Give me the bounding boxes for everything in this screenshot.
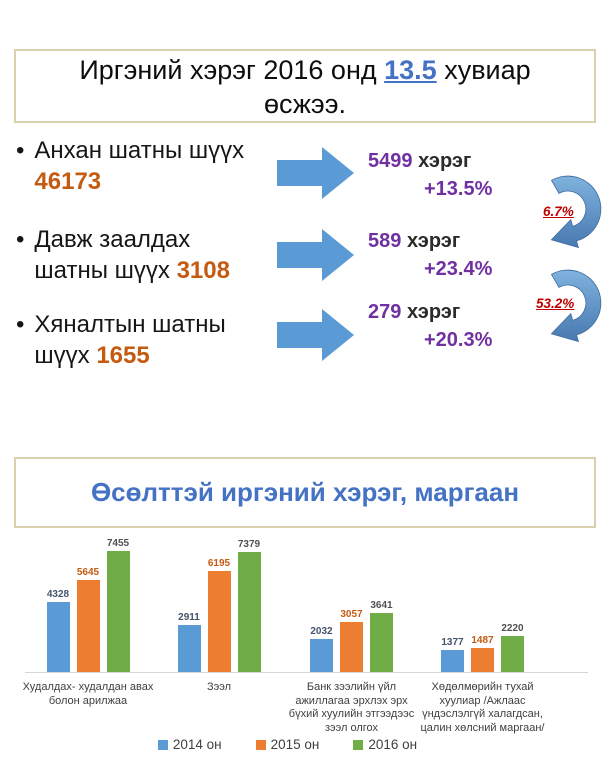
- bar-group: 1377 1487 2220: [417, 623, 548, 672]
- bar: [76, 580, 100, 672]
- bar: [340, 622, 363, 672]
- legend-swatch-icon: [157, 739, 168, 750]
- bar: [441, 650, 464, 672]
- curved-down-arrow-icon: [530, 165, 606, 257]
- legend-item: 2014 он: [157, 737, 222, 752]
- bar: [207, 571, 231, 672]
- bar-2014 он: 4328: [46, 589, 70, 672]
- bullet-item-supervisory: • Хяналтын шатны шүүх 1655: [16, 309, 284, 371]
- bar-value-label: 6195: [207, 558, 231, 569]
- court-level-label: Давж заалдах: [34, 226, 191, 253]
- bar-2016 он: 7455: [106, 538, 130, 672]
- stat-unit: хэрэг: [418, 150, 472, 172]
- bar-value-label: 2220: [501, 623, 524, 634]
- bar: [46, 602, 70, 672]
- stat-block-supervisory: 279 хэрэг +20.3%: [368, 299, 528, 353]
- court-level-label-2: шүүх: [34, 342, 97, 369]
- bar-value-label: 3641: [370, 600, 393, 611]
- stat-block-first-instance: 5499 хэрэг +13.5%: [368, 148, 528, 202]
- legend-item: 2015 он: [255, 737, 320, 752]
- bar-2014 он: 2911: [177, 612, 201, 672]
- main-title-suffix: хувиар өсжээ.: [264, 55, 531, 119]
- category-label: Хөдөлмөрийн тухай хуулиар /Ажлаас үндэсл…: [420, 681, 545, 734]
- bar: [310, 639, 333, 672]
- bar: [471, 648, 494, 672]
- transfer-rate-label: 53.2%: [536, 296, 575, 311]
- bar-2014 он: 1377: [441, 637, 464, 672]
- legend-label: 2015 он: [270, 737, 320, 752]
- bar-value-label: 5645: [76, 567, 100, 578]
- growth-percent-link[interactable]: 13.5: [384, 55, 437, 85]
- chart-legend: 2014 он 2015 он 2016 он: [0, 737, 593, 752]
- bar-2015 он: 5645: [76, 567, 100, 672]
- chart-title-box: Өсөлттэй иргэний хэрэг, маргаан: [14, 457, 596, 528]
- court-level-label: Анхан шатны шүүх: [34, 137, 245, 164]
- stat-block-appellate: 589 хэрэг +23.4%: [368, 228, 528, 282]
- category-label: Худалдах- худалдан авах болон арилжаа: [22, 681, 154, 707]
- court-level-total: 1655: [96, 342, 150, 369]
- bar-2016 он: 3641: [370, 600, 393, 672]
- main-title-prefix: Иргэний хэрэг 2016 онд: [79, 55, 385, 85]
- bar-value-label: 2032: [310, 626, 333, 637]
- stat-growth: +23.4%: [424, 258, 493, 280]
- bar-2016 он: 7379: [237, 539, 261, 672]
- bar-group: 4328 5645 7455: [23, 538, 154, 672]
- bar: [501, 636, 524, 672]
- bar-group: 2032 3057 3641: [286, 600, 417, 672]
- bullet-text: Хяналтын шатны шүүх 1655: [34, 309, 225, 371]
- court-level-total: 46173: [34, 168, 102, 195]
- bar-2016 он: 2220: [501, 623, 524, 672]
- stat-growth: +20.3%: [424, 329, 493, 351]
- court-level-label: Хяналтын шатны: [34, 311, 226, 338]
- stat-count: 5499: [368, 150, 413, 172]
- bullet-text: Давж заалдах шатны шүүх 3108: [34, 224, 230, 286]
- bar-2015 он: 3057: [340, 609, 363, 672]
- transfer-rate-label: 6.7%: [543, 204, 574, 219]
- right-arrow-icon: [277, 147, 354, 199]
- right-arrow-icon: [277, 309, 354, 361]
- legend-item: 2016 он: [353, 737, 417, 752]
- legend-label: 2014 он: [172, 737, 222, 752]
- bar-2015 он: 1487: [471, 635, 494, 672]
- legend-label: 2016 он: [368, 737, 418, 752]
- bar-value-label: 7379: [237, 539, 261, 550]
- stat-growth: +13.5%: [424, 178, 493, 200]
- stat-count: 589: [368, 230, 402, 252]
- court-level-label-2: шатны шүүх: [34, 257, 177, 284]
- bar-2015 он: 6195: [207, 558, 231, 672]
- bullet-icon: •: [16, 226, 25, 253]
- bullet-item-first-instance: • Анхан шатны шүүх 46173: [16, 135, 284, 197]
- category-label: Банк зээлийн үйл ажиллагаа эрхлэх эрх бү…: [288, 681, 415, 734]
- bar-value-label: 2911: [178, 612, 200, 623]
- category-label: Зээл: [206, 681, 232, 693]
- court-level-total: 3108: [176, 257, 230, 284]
- right-arrow-icon: [277, 229, 354, 281]
- stat-count: 279: [368, 301, 402, 323]
- bar-value-label: 7455: [106, 538, 130, 549]
- bar: [370, 613, 393, 672]
- stat-unit: хэрэг: [406, 230, 461, 252]
- bullet-icon: •: [16, 311, 25, 338]
- curved-down-arrow-icon: [530, 259, 606, 351]
- legend-swatch-icon: [353, 739, 364, 750]
- stat-unit: хэрэг: [406, 301, 461, 323]
- bar: [106, 551, 130, 672]
- bullet-item-appellate: • Давж заалдах шатны шүүх 3108: [16, 224, 284, 286]
- bar-group: 2911 6195 7379: [154, 539, 285, 672]
- legend-swatch-icon: [255, 739, 266, 750]
- bar-value-label: 3057: [340, 609, 363, 620]
- bar-value-label: 1487: [471, 635, 494, 646]
- bar: [237, 552, 261, 672]
- chart-title: Өсөлттэй иргэний хэрэг, маргаан: [90, 477, 520, 507]
- bar-chart: 2014 он 2015 он 2016 он 4328 5645 7455 Худалд…: [0, 528, 611, 769]
- bar: [177, 625, 201, 672]
- bullet-icon: •: [16, 137, 25, 164]
- main-title-box: Иргэний хэрэг 2016 онд 13.5 хувиар өсжээ…: [14, 49, 596, 123]
- bar-2014 он: 2032: [310, 626, 333, 672]
- bullet-text: Анхан шатны шүүх 46173: [34, 135, 244, 197]
- bar-value-label: 4328: [46, 589, 70, 600]
- chart-x-axis-line: [25, 672, 588, 673]
- bar-value-label: 1377: [441, 637, 464, 648]
